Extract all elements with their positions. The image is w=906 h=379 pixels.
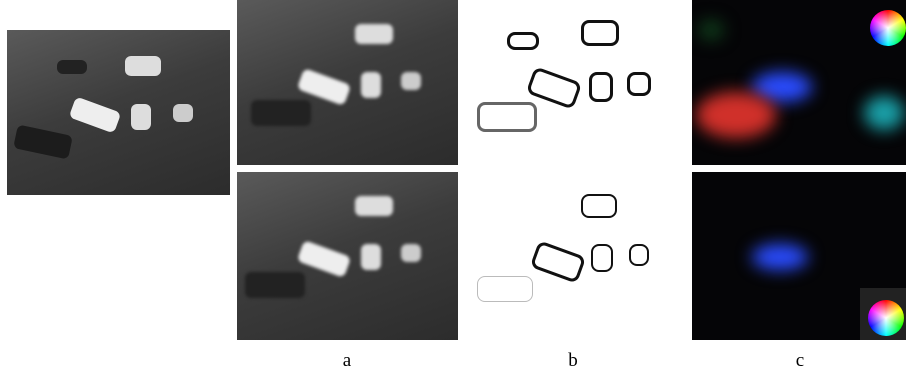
flow-blob — [752, 244, 808, 270]
car — [296, 240, 352, 278]
flow-blob — [698, 20, 724, 40]
color-wheel — [868, 300, 904, 336]
car — [131, 104, 151, 130]
car — [361, 72, 381, 98]
car — [401, 72, 421, 90]
edge-outline — [591, 244, 613, 272]
car — [245, 272, 305, 298]
flow-map — [692, 0, 906, 165]
car — [125, 56, 161, 76]
edge-outline — [589, 72, 613, 102]
color-wheel — [870, 10, 906, 46]
column-label: c — [795, 350, 805, 371]
edge-outline — [581, 20, 619, 46]
car — [13, 124, 73, 160]
blur-layer — [237, 172, 458, 340]
flow-blob — [864, 96, 904, 130]
blur-layer — [237, 0, 458, 165]
car — [401, 244, 421, 262]
car — [361, 244, 381, 270]
edge-outline — [529, 240, 587, 284]
column-label: a — [342, 350, 352, 371]
column-label: b — [568, 350, 578, 371]
blurred-frame — [237, 172, 458, 340]
car — [173, 104, 193, 122]
edge-outline — [629, 244, 649, 266]
edge-outline — [477, 102, 537, 132]
car — [355, 24, 393, 44]
car — [68, 96, 122, 134]
input-frame — [7, 30, 230, 195]
edge-outline — [581, 194, 617, 218]
car — [355, 196, 393, 216]
flow-blob — [696, 92, 776, 138]
edge-outline — [507, 32, 539, 50]
flow-map — [692, 172, 906, 340]
edge-map — [463, 0, 686, 165]
blurred-frame — [237, 0, 458, 165]
edge-outline — [477, 276, 533, 302]
edge-outline — [627, 72, 651, 96]
car — [57, 60, 87, 74]
car — [251, 100, 311, 126]
edge-map — [463, 172, 686, 340]
